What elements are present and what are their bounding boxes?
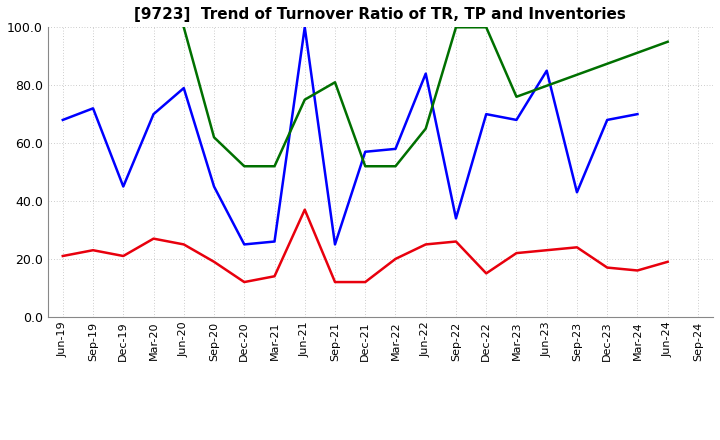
Title: [9723]  Trend of Turnover Ratio of TR, TP and Inventories: [9723] Trend of Turnover Ratio of TR, TP… bbox=[135, 7, 626, 22]
Trade Payables bbox=[119, 184, 127, 189]
Trade Payables bbox=[330, 242, 339, 247]
Trade Payables bbox=[603, 117, 611, 123]
Trade Payables bbox=[240, 242, 248, 247]
Trade Payables bbox=[361, 149, 369, 154]
Trade Receivables bbox=[451, 239, 460, 244]
Trade Receivables bbox=[300, 207, 309, 213]
Trade Receivables bbox=[482, 271, 490, 276]
Trade Receivables bbox=[240, 279, 248, 285]
Inventories bbox=[482, 25, 490, 30]
Trade Payables bbox=[572, 190, 581, 195]
Inventories bbox=[300, 97, 309, 102]
Trade Payables bbox=[89, 106, 97, 111]
Trade Payables bbox=[451, 216, 460, 221]
Trade Receivables bbox=[270, 274, 279, 279]
Trade Receivables bbox=[572, 245, 581, 250]
Trade Receivables bbox=[542, 248, 551, 253]
Line: Inventories: Inventories bbox=[184, 27, 667, 166]
Inventories bbox=[512, 94, 521, 99]
Trade Payables bbox=[210, 184, 218, 189]
Inventories bbox=[330, 80, 339, 85]
Trade Receivables bbox=[361, 279, 369, 285]
Trade Payables bbox=[149, 111, 158, 117]
Trade Receivables bbox=[179, 242, 188, 247]
Trade Payables bbox=[391, 146, 400, 151]
Trade Payables bbox=[633, 111, 642, 117]
Trade Payables bbox=[542, 68, 551, 73]
Trade Receivables bbox=[330, 279, 339, 285]
Trade Receivables bbox=[633, 268, 642, 273]
Inventories bbox=[179, 25, 188, 30]
Trade Payables bbox=[179, 85, 188, 91]
Trade Receivables bbox=[603, 265, 611, 270]
Trade Receivables bbox=[512, 250, 521, 256]
Line: Trade Receivables: Trade Receivables bbox=[63, 210, 667, 282]
Trade Receivables bbox=[391, 256, 400, 261]
Inventories bbox=[421, 126, 430, 131]
Trade Receivables bbox=[89, 248, 97, 253]
Trade Receivables bbox=[119, 253, 127, 259]
Trade Payables bbox=[300, 25, 309, 30]
Trade Payables bbox=[482, 111, 490, 117]
Inventories bbox=[240, 164, 248, 169]
Trade Payables bbox=[270, 239, 279, 244]
Inventories bbox=[270, 164, 279, 169]
Inventories bbox=[663, 39, 672, 44]
Inventories bbox=[361, 164, 369, 169]
Trade Receivables bbox=[149, 236, 158, 241]
Inventories bbox=[210, 135, 218, 140]
Inventories bbox=[451, 25, 460, 30]
Inventories bbox=[391, 164, 400, 169]
Trade Payables bbox=[58, 117, 67, 123]
Line: Trade Payables: Trade Payables bbox=[63, 27, 637, 244]
Trade Receivables bbox=[210, 259, 218, 264]
Trade Receivables bbox=[58, 253, 67, 259]
Trade Payables bbox=[421, 71, 430, 76]
Trade Receivables bbox=[421, 242, 430, 247]
Trade Receivables bbox=[663, 259, 672, 264]
Trade Payables bbox=[512, 117, 521, 123]
